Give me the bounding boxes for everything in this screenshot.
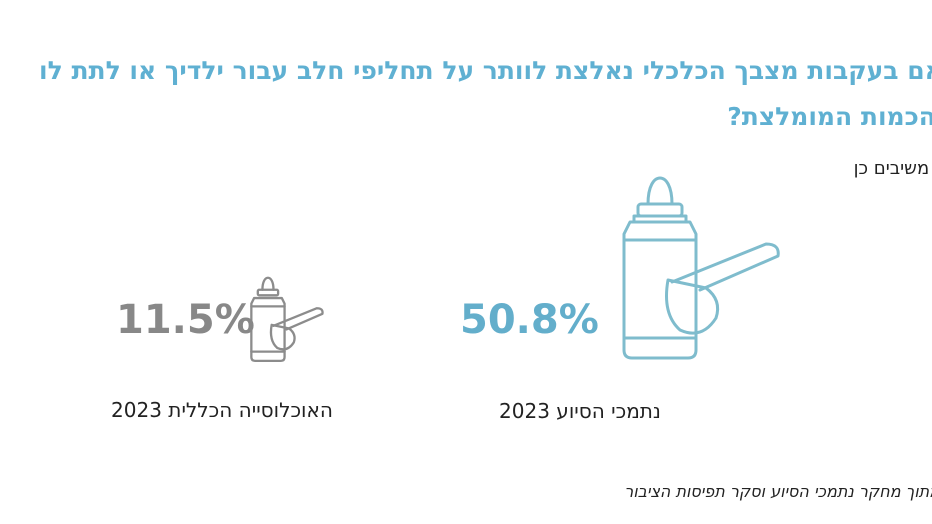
title-line: האם בעקבות מצבך הכלכלי נאלצת לוותר על תח… [39, 56, 932, 85]
title-line: הכמות המומלצת? [727, 102, 932, 131]
stat-label: נתמכי הסיוע 2023 [499, 399, 661, 423]
footer-note: מתוך מחקר נתמכי הסיוע וסקר תפיסות הציבור [624, 482, 932, 501]
bottle-icon [250, 276, 324, 362]
bottle-icon [622, 176, 780, 360]
subtitle: % משיבים כן [853, 158, 932, 179]
stat-label: האוכלוסייה הכללית 2023 [111, 398, 333, 422]
stat-value: 50.8% [460, 297, 599, 343]
stat-value: 11.5% [116, 297, 255, 343]
